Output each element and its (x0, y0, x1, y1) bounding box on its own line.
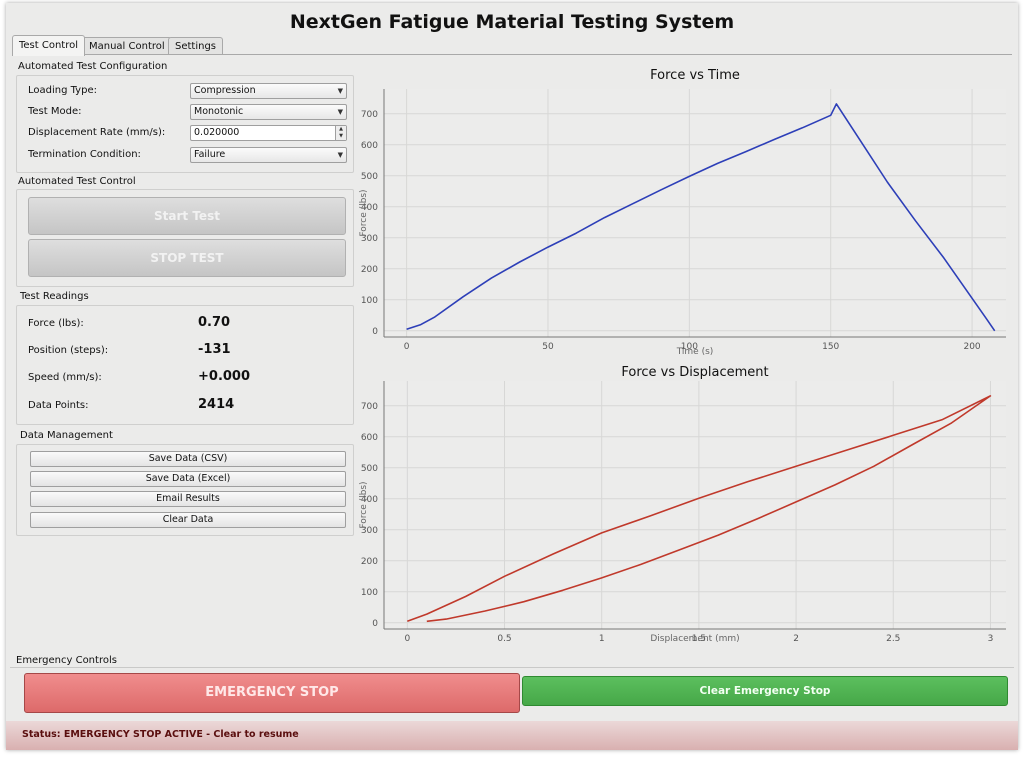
control-panel (16, 189, 354, 287)
termination-condition-value: Failure (194, 149, 226, 160)
displacement-rate-value: 0.020000 (194, 127, 240, 138)
data-points-reading-value: 2414 (198, 397, 235, 412)
y-axis-label: Force (lbs) (359, 481, 369, 528)
loading-type-select[interactable]: Compression ▼ (190, 83, 347, 99)
loading-type-label: Loading Type: (28, 85, 97, 96)
tab-pane-border (12, 54, 1012, 55)
email-results-button[interactable]: Email Results (30, 491, 346, 507)
x-tick-label: 50 (542, 342, 554, 352)
chart-title: Force vs Displacement (621, 365, 768, 380)
y-tick-label: 100 (361, 296, 378, 306)
divider (10, 667, 1014, 668)
y-tick-label: 300 (361, 526, 378, 536)
data-points-reading-label: Data Points: (28, 400, 89, 411)
y-tick-label: 500 (361, 464, 378, 474)
termination-condition-select[interactable]: Failure ▼ (190, 147, 347, 163)
test-mode-select[interactable]: Monotonic ▼ (190, 104, 347, 120)
readings-panel (16, 305, 354, 425)
position-reading-label: Position (steps): (28, 345, 109, 356)
x-tick-label: 100 (681, 342, 698, 352)
force-reading-value: 0.70 (198, 315, 231, 330)
app-window: NextGen Fatigue Material Testing System … (6, 3, 1018, 750)
y-tick-label: 500 (361, 172, 378, 182)
y-tick-label: 300 (361, 234, 378, 244)
displacement-rate-spinbox[interactable]: 0.020000 ▲ ▼ (190, 125, 347, 141)
x-tick-label: 1 (599, 634, 605, 644)
tab-settings[interactable]: Settings (168, 37, 224, 55)
status-bar (6, 721, 1018, 750)
y-tick-label: 700 (361, 110, 378, 120)
y-tick-label: 400 (361, 203, 378, 213)
force-vs-time-chart: 0 50 100 150 200 0 100 200 300 400 500 600 700 Force … (359, 68, 1006, 357)
test-mode-label: Test Mode: (28, 106, 82, 117)
termination-condition-label: Termination Condition: (28, 149, 141, 160)
emergency-stop-button[interactable]: EMERGENCY STOP (24, 673, 520, 713)
config-section-title: Automated Test Configuration (18, 61, 168, 72)
x-tick-label: 200 (963, 342, 980, 352)
y-tick-label: 400 (361, 495, 378, 505)
speed-reading-label: Speed (mm/s): (28, 372, 102, 383)
x-tick-label: 1.5 (692, 634, 706, 644)
x-tick-label: 3 (988, 634, 994, 644)
data-management-panel (16, 444, 354, 536)
x-axis-label: Time (s) (676, 347, 714, 357)
spin-arrows-icon[interactable]: ▲ ▼ (335, 126, 346, 140)
chevron-down-icon: ▼ (337, 87, 343, 95)
x-tick-label: 150 (822, 342, 839, 352)
app-title: NextGen Fatigue Material Testing System (289, 11, 735, 33)
loading-type-value: Compression (194, 85, 256, 96)
y-tick-label: 200 (361, 557, 378, 567)
y-tick-label: 600 (361, 433, 378, 443)
force-reading-label: Force (lbs): (28, 318, 84, 329)
plot-area (384, 89, 1006, 337)
displacement-rate-label: Displacement Rate (mm/s): (28, 127, 166, 138)
test-mode-value: Monotonic (194, 106, 244, 117)
speed-reading-value: +0.000 (198, 369, 251, 384)
start-test-button[interactable]: Start Test (28, 197, 346, 235)
charts-area: 0 50 100 150 2000100200300400500600700Force … (359, 68, 1006, 644)
y-tick-label: 600 (361, 141, 378, 151)
save-excel-button[interactable]: Save Data (Excel) (30, 471, 346, 487)
position-reading-value: -131 (198, 342, 231, 357)
stop-test-button[interactable]: STOP TEST (28, 239, 346, 277)
x-tick-label: 0 (404, 342, 410, 352)
tab-manual-control[interactable]: Manual Control (82, 37, 172, 55)
series-line (407, 395, 992, 623)
tab-test-control[interactable]: Test Control (12, 35, 86, 56)
x-axis-label: Displacement (mm) (650, 634, 739, 644)
x-tick-label: 0 (404, 634, 410, 644)
force-vs-displacement-chart: 0 0.5 1 1.5 2 2.5 3 0 100 200 300 400 500 600 700 Force… (359, 365, 1006, 644)
y-tick-label: 100 (361, 588, 378, 598)
emergency-section-title: Emergency Controls (16, 655, 117, 666)
chevron-down-icon: ▼ (337, 151, 343, 159)
y-tick-label: 700 (361, 402, 378, 412)
save-csv-button[interactable]: Save Data (CSV) (30, 451, 346, 467)
y-axis-label: Force (lbs) (359, 189, 369, 236)
control-section-title: Automated Test Control (18, 176, 136, 187)
x-tick-label: 2.5 (886, 634, 900, 644)
clear-data-button[interactable]: Clear Data (30, 512, 346, 528)
status-text: Status: EMERGENCY STOP ACTIVE - Clear to… (22, 729, 299, 740)
series-line (406, 103, 996, 332)
y-tick-label: 200 (361, 265, 378, 275)
x-tick-label: 2 (793, 634, 799, 644)
y-tick-label: 0 (372, 327, 378, 337)
clear-emergency-stop-button[interactable]: Clear Emergency Stop (522, 676, 1008, 706)
config-panel (16, 75, 354, 173)
x-tick-label: 0.5 (497, 634, 511, 644)
data-management-section-title: Data Management (20, 430, 113, 441)
chevron-down-icon: ▼ (337, 108, 343, 116)
plot-area (384, 381, 1006, 629)
chart-title: Force vs Time (650, 68, 740, 83)
y-tick-label: 0 (372, 619, 378, 629)
readings-section-title: Test Readings (20, 291, 89, 302)
